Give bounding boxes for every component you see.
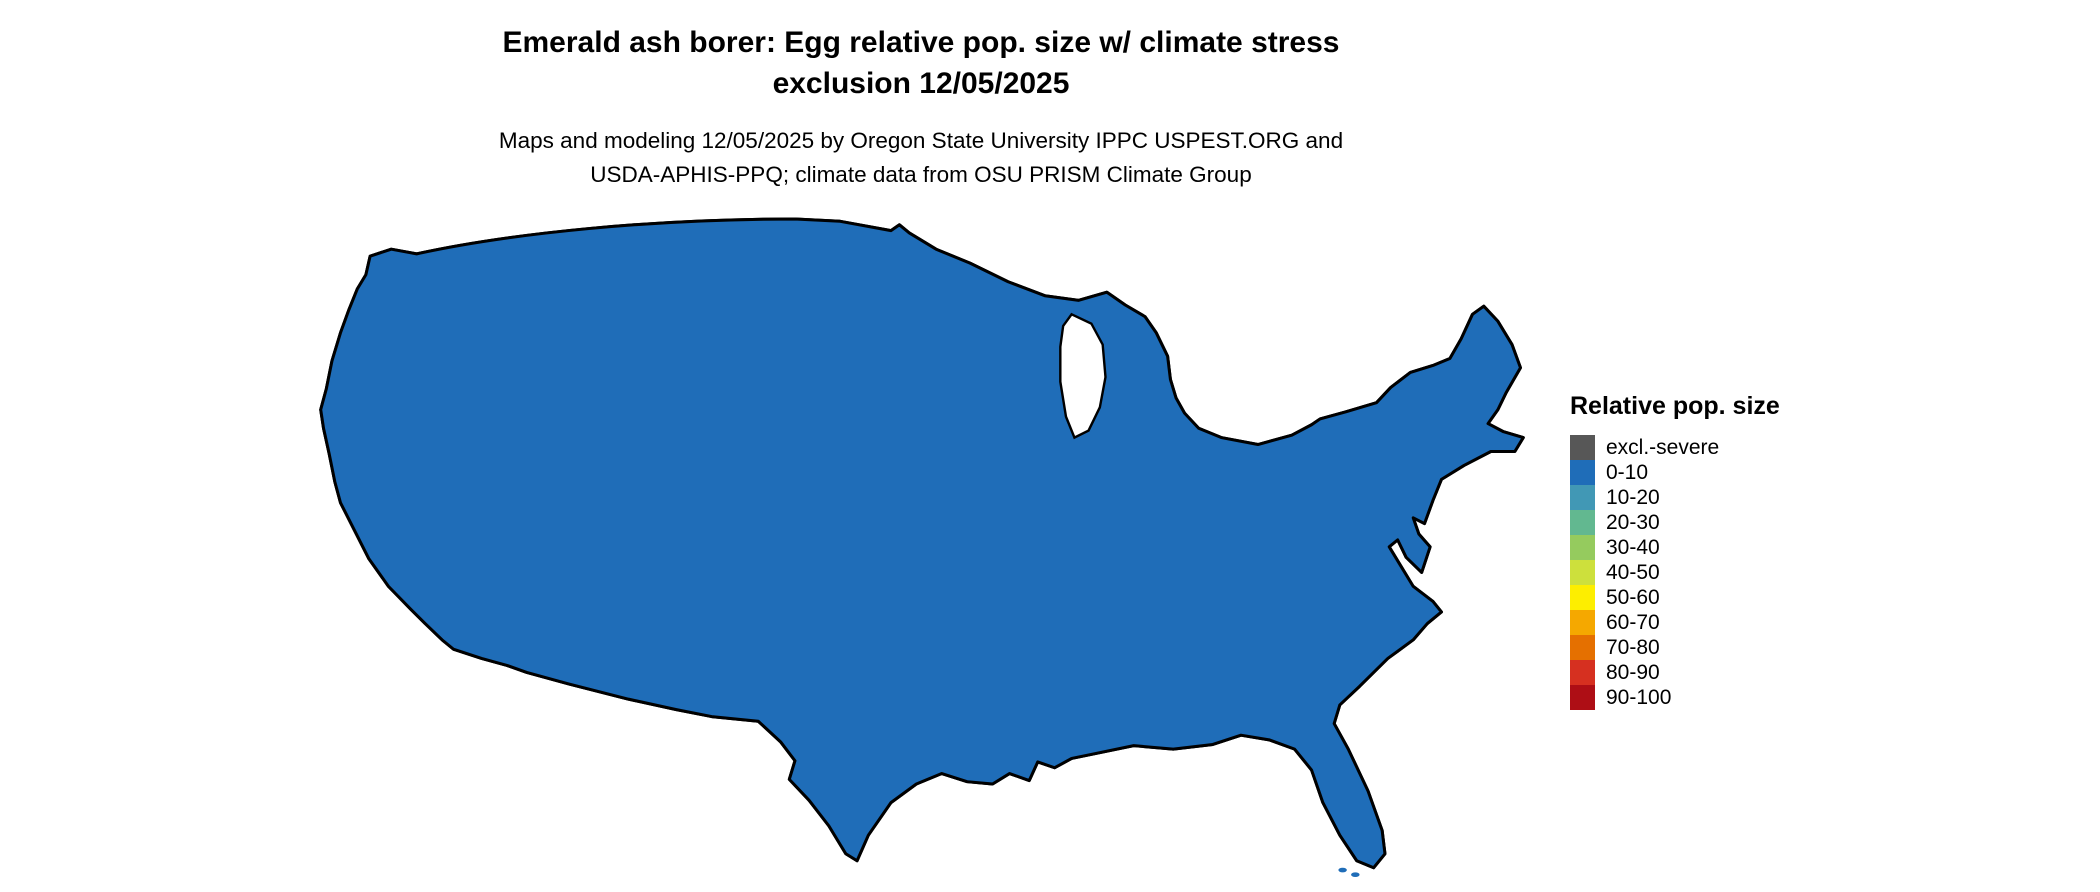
legend-swatch: [1570, 660, 1595, 685]
legend: Relative pop. size excl.-severe 0-10 10-20…: [1570, 392, 1890, 710]
legend-swatch: [1570, 610, 1595, 635]
us-map-svg: [308, 212, 1536, 878]
legend-swatch: [1570, 435, 1595, 460]
lake-michigan: [1060, 314, 1105, 437]
legend-rows: excl.-severe 0-10 10-20 20-30 30-40 40-50 50-6…: [1570, 435, 1890, 710]
legend-row: 90-100: [1570, 685, 1890, 710]
legend-row: 0-10: [1570, 460, 1890, 485]
legend-swatch: [1570, 635, 1595, 660]
legend-label: 70-80: [1606, 636, 1660, 659]
legend-label: 60-70: [1606, 611, 1660, 634]
legend-swatch: [1570, 685, 1595, 710]
legend-row: 30-40: [1570, 535, 1890, 560]
legend-row: 10-20: [1570, 485, 1890, 510]
map-title: Emerald ash borer: Egg relative pop. siz…: [0, 22, 1842, 104]
florida-keys-dots: [1338, 867, 1360, 878]
legend-label: 0-10: [1606, 461, 1649, 484]
legend-label: 10-20: [1606, 486, 1660, 509]
map-title-line1: Emerald ash borer: Egg relative pop. siz…: [502, 26, 1340, 59]
legend-swatch: [1570, 535, 1595, 560]
legend-row: 50-60: [1570, 585, 1890, 610]
legend-row: 80-90: [1570, 660, 1890, 685]
legend-row: 20-30: [1570, 510, 1890, 535]
legend-label: 30-40: [1606, 536, 1660, 559]
legend-swatch: [1570, 585, 1595, 610]
legend-swatch: [1570, 460, 1595, 485]
legend-label: 90-100: [1606, 686, 1672, 709]
legend-row: excl.-severe: [1570, 435, 1890, 460]
map-title-line2: exclusion 12/05/2025: [772, 67, 1070, 100]
map-subtitle-line1: Maps and modeling 12/05/2025 by Oregon S…: [498, 128, 1344, 153]
legend-row: 40-50: [1570, 560, 1890, 585]
national-outline-stroke: [321, 219, 1524, 868]
legend-row: 60-70: [1570, 610, 1890, 635]
us-map: [308, 212, 1536, 884]
legend-label: 20-30: [1606, 511, 1660, 534]
legend-label: 50-60: [1606, 586, 1660, 609]
map-subtitle: Maps and modeling 12/05/2025 by Oregon S…: [0, 124, 1842, 192]
legend-swatch: [1570, 510, 1595, 535]
legend-label: 40-50: [1606, 561, 1660, 584]
legend-label: excl.-severe: [1606, 436, 1720, 459]
legend-swatch: [1570, 485, 1595, 510]
legend-label: 80-90: [1606, 661, 1660, 684]
legend-title: Relative pop. size: [1570, 392, 1780, 420]
map-subtitle-line2: USDA-APHIS-PPQ; climate data from OSU PR…: [590, 162, 1252, 187]
legend-row: 70-80: [1570, 635, 1890, 660]
legend-swatch: [1570, 560, 1595, 585]
